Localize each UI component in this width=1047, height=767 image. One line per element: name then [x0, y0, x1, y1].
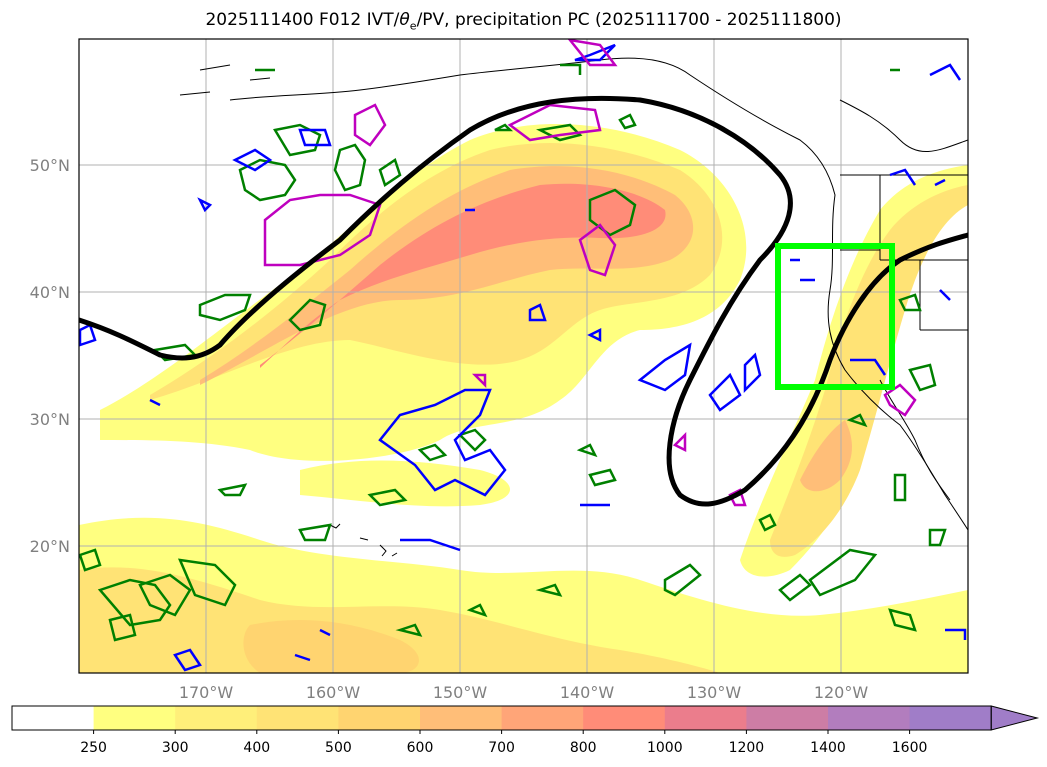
- colorbar-segment: [909, 706, 992, 730]
- lat-label: 20°N: [30, 537, 70, 556]
- lon-label: 150°W: [433, 683, 488, 702]
- map-panel: [79, 39, 968, 673]
- gridlines: [79, 39, 968, 673]
- lon-label: 140°W: [560, 683, 615, 702]
- colorbar: 250 300 400 500 600 700 800 1000 1200 1400 1600: [11, 705, 1040, 756]
- ivt-black-contour: [79, 95, 968, 507]
- map-frame: [78, 38, 969, 674]
- highlight-box: [775, 243, 895, 390]
- colorbar-segment: [664, 706, 747, 730]
- colorbar-segment: [338, 706, 421, 730]
- colorbar-segment: [175, 706, 258, 730]
- colorbar-tick-label: 1400: [810, 740, 846, 756]
- lat-label: 40°N: [30, 283, 70, 302]
- colorbar-tick-label: 1600: [892, 740, 928, 756]
- coastlines: [179, 57, 968, 557]
- colorbar-segment: [420, 706, 503, 730]
- lon-label: 130°W: [687, 683, 742, 702]
- colorbar-extend-arrow: [990, 705, 1040, 731]
- colorbar-tick-label: 400: [243, 740, 270, 756]
- pv-contours-magenta: [263, 39, 917, 507]
- colorbar-tick-label: 1200: [729, 740, 765, 756]
- colorbar-tick-label: 800: [570, 740, 597, 756]
- colorbar-segment: [12, 706, 95, 730]
- colorbar-tick-label: 250: [80, 740, 107, 756]
- lat-labels: 20°N 30°N 40°N 50°N: [30, 156, 70, 556]
- colorbar-tick-label: 300: [162, 740, 189, 756]
- colorbar-segment: [746, 706, 829, 730]
- colorbar-segment: [93, 706, 176, 730]
- colorbar-segment: [828, 706, 911, 730]
- lon-label: 160°W: [306, 683, 361, 702]
- colorbar-tick-label: 1000: [647, 740, 683, 756]
- colorbar-tick-label: 500: [325, 740, 352, 756]
- pv-contours-blue: [79, 43, 967, 672]
- colorbar-tick-label: 700: [488, 740, 515, 756]
- colorbar-segment: [256, 706, 339, 730]
- figure-title: 2025111400 F012 IVT/θe/PV, precipitation…: [205, 10, 842, 33]
- colorbar-segment: [583, 706, 666, 730]
- lon-label: 170°W: [179, 683, 234, 702]
- colorbar-tick-label: 600: [407, 740, 434, 756]
- lat-label: 30°N: [30, 410, 70, 429]
- lon-labels: 170°W 160°W 150°W 140°W 130°W 120°W: [179, 683, 869, 702]
- ivt-shading: [79, 123, 968, 673]
- lat-label: 50°N: [30, 156, 70, 175]
- lon-label: 120°W: [814, 683, 869, 702]
- colorbar-segment: [501, 706, 584, 730]
